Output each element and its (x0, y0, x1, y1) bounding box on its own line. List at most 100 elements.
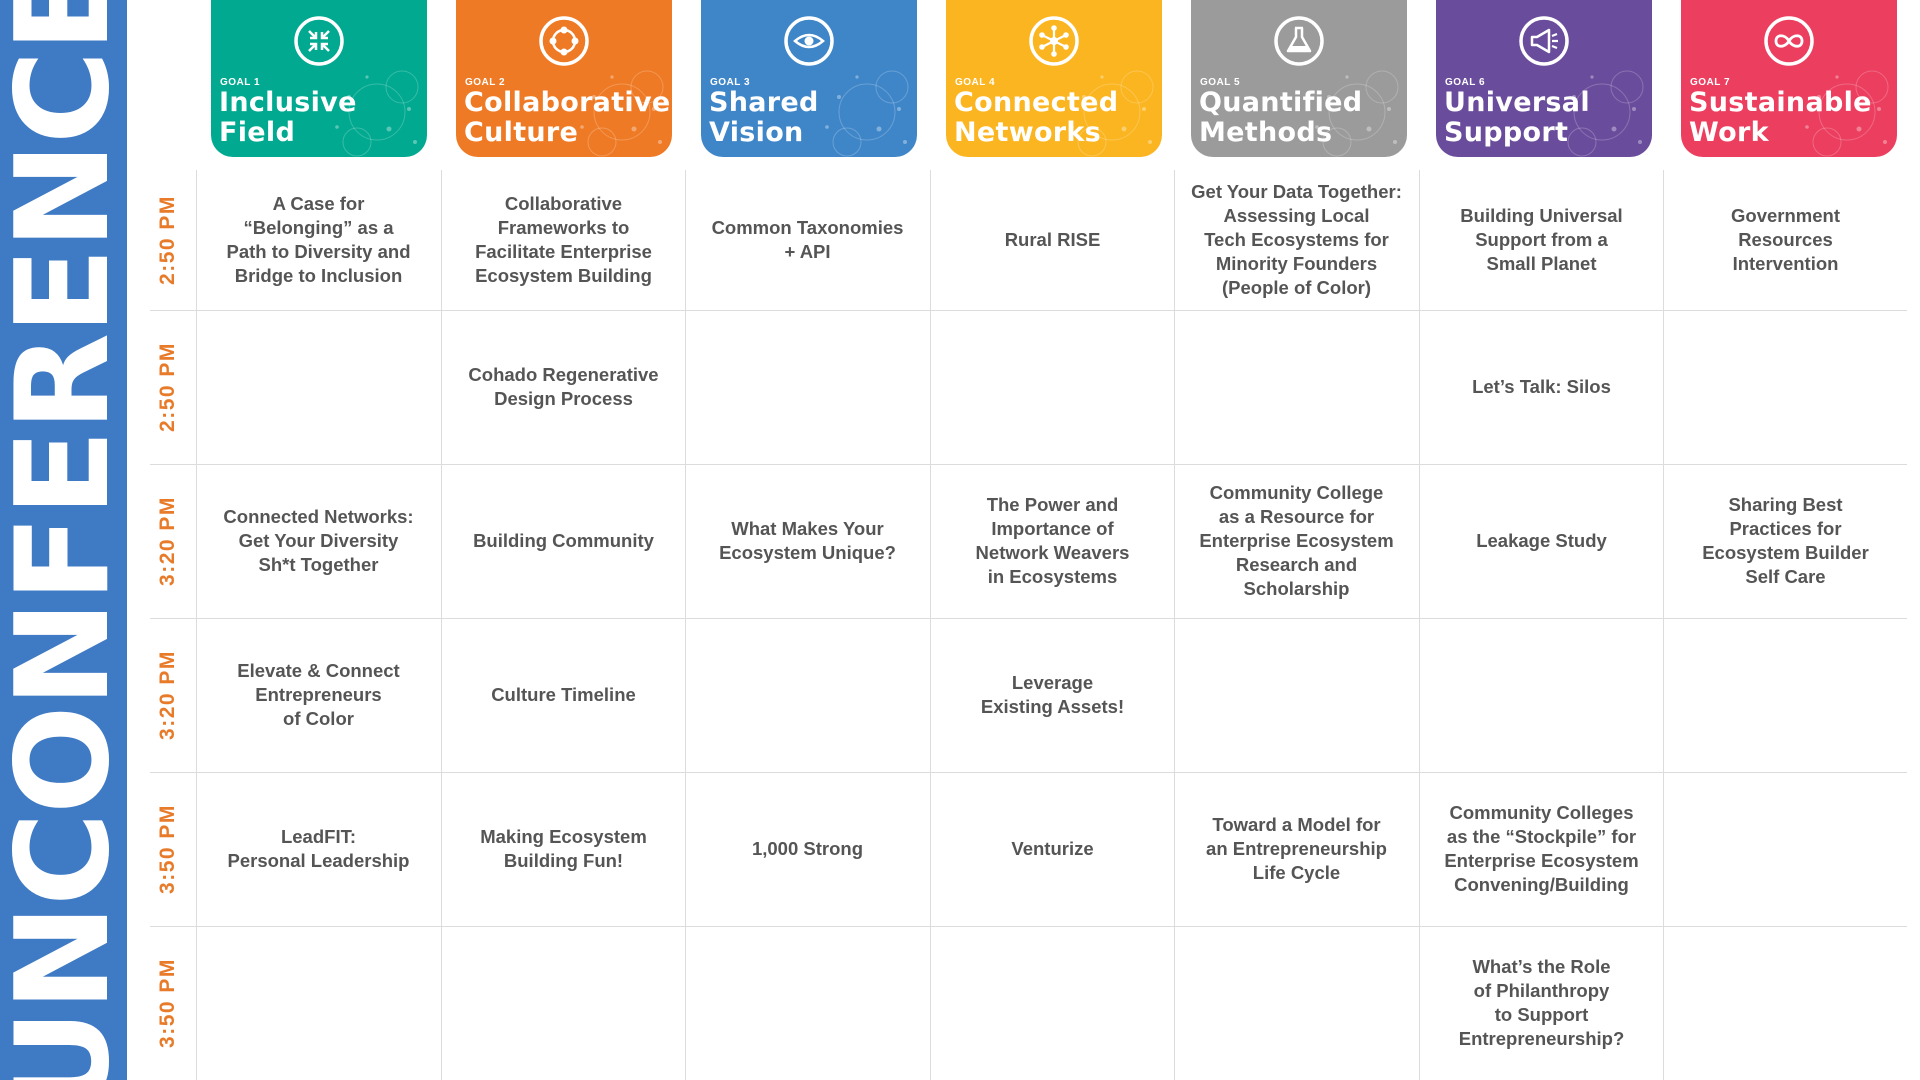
arrows-inward-icon (294, 16, 344, 66)
session-cell: Cohado Regenerative Design Process (468, 364, 659, 409)
card-decor-dots (335, 70, 419, 157)
session-cell (441, 926, 686, 1080)
session-cell: Toward a Model for an Entrepreneurship L… (1206, 814, 1387, 883)
goal-number: GOAL 2 (465, 77, 506, 88)
session-cell (930, 926, 1175, 1080)
session-cell: LeadFIT: Personal Leadership (227, 826, 410, 871)
goal-title: Universal Support (1444, 87, 1590, 148)
session-cell: Community College as a Resource for Ente… (1199, 482, 1394, 599)
session-cell (196, 926, 441, 1080)
card-decor-dots (580, 70, 664, 157)
session-cell: Let’s Talk: Silos (1472, 376, 1611, 397)
grid-divider-h (150, 310, 1907, 311)
goal-number: GOAL 6 (1445, 77, 1486, 88)
grid-divider-v (1419, 170, 1420, 1080)
session-cell: Building Universal Support from a Small … (1460, 205, 1623, 274)
time-slot-label: 3:20 PM (150, 464, 186, 618)
card-decor-dots (825, 70, 909, 157)
goal-title: Inclusive Field (219, 87, 357, 148)
session-cell: Making Ecosystem Building Fun! (480, 826, 647, 871)
session-cell (1663, 310, 1908, 464)
session-cell (1174, 926, 1419, 1080)
grid-divider-v (1663, 170, 1664, 1080)
session-cell: The Power and Importance of Network Weav… (975, 494, 1130, 587)
session-cell (1419, 618, 1664, 772)
session-cell: What Makes Your Ecosystem Unique? (719, 518, 896, 563)
goal-card-1: GOAL 1 Inclusive Field (211, 0, 427, 157)
goal-card-2: GOAL 2 Collaborative Culture (456, 0, 672, 157)
session-cell (930, 310, 1175, 464)
session-cell: 1,000 Strong (751, 838, 864, 859)
card-decor-dots (1560, 70, 1644, 157)
goal-card-7: GOAL 7 Sustainable Work (1681, 0, 1897, 157)
session-cell: Collaborative Frameworks to Facilitate E… (475, 193, 652, 286)
session-cell: Sharing Best Practices for Ecosystem Bui… (1702, 494, 1869, 587)
goal-card-5: GOAL 5 Quantified Methods (1191, 0, 1407, 157)
session-cell (1663, 772, 1908, 926)
infinity-icon (1764, 16, 1814, 66)
session-cell: Connected Networks: Get Your Diversity S… (223, 506, 414, 575)
grid-divider-h (150, 926, 1907, 927)
session-cell: What’s the Role of Philanthropy to Suppo… (1458, 956, 1625, 1049)
session-cell (685, 926, 930, 1080)
unconference-title: UNCONFERENCE (0, 0, 127, 1080)
card-decor-dots (1805, 70, 1889, 157)
session-cell: Leakage Study (1476, 530, 1607, 551)
goal-title: Collaborative Culture (464, 87, 671, 148)
grid-divider-v (196, 170, 197, 1080)
session-cell: Community Colleges as the “Stockpile” fo… (1444, 802, 1639, 895)
time-slot-text: 3:20 PM (156, 496, 179, 586)
goal-card-3: GOAL 3 Shared Vision (701, 0, 917, 157)
session-cell (196, 310, 441, 464)
goal-number: GOAL 7 (1690, 77, 1731, 88)
circle-nodes-icon (539, 16, 589, 66)
time-slot-label: 3:50 PM (150, 772, 186, 926)
time-slot-label: 2:50 PM (150, 170, 186, 310)
sidebar-banner: UNCONFERENCE (0, 0, 127, 1080)
time-slot-text: 2:50 PM (156, 195, 179, 285)
goal-number: GOAL 3 (710, 77, 751, 88)
session-cell (685, 618, 930, 772)
eye-icon (784, 16, 834, 66)
grid-divider-h (150, 464, 1907, 465)
session-cell (1663, 926, 1908, 1080)
session-cell: Common Taxonomies + API (711, 217, 904, 262)
session-cell (1174, 618, 1419, 772)
time-slot-text: 3:50 PM (156, 804, 179, 894)
session-cell (1663, 618, 1908, 772)
session-cell: A Case for “Belonging” as a Path to Dive… (226, 193, 411, 286)
time-slot-text: 3:50 PM (156, 958, 179, 1048)
session-cell: Culture Timeline (491, 684, 636, 705)
session-cell: Building Community (473, 530, 654, 551)
flask-icon (1274, 16, 1324, 66)
session-cell: Rural RISE (1004, 229, 1101, 250)
session-cell (1174, 310, 1419, 464)
network-icon (1029, 16, 1079, 66)
time-slot-label: 3:50 PM (150, 926, 186, 1080)
goal-number: GOAL 4 (955, 77, 996, 88)
goal-title: Shared Vision (709, 87, 819, 148)
grid-divider-v (930, 170, 931, 1080)
megaphone-icon (1519, 16, 1569, 66)
session-cell: Venturize (1011, 838, 1094, 859)
session-cell: Get Your Data Together: Assessing Local … (1191, 181, 1402, 298)
grid-divider-v (441, 170, 442, 1080)
goal-number: GOAL 5 (1200, 77, 1241, 88)
goal-card-6: GOAL 6 Universal Support (1436, 0, 1652, 157)
session-cell: Leverage Existing Assets! (980, 672, 1125, 717)
session-cell: Government Resources Intervention (1731, 205, 1840, 274)
card-decor-dots (1315, 70, 1399, 157)
goal-card-4: GOAL 4 Connected Networks (946, 0, 1162, 157)
time-slot-label: 3:20 PM (150, 618, 186, 772)
goal-title: Sustainable Work (1689, 87, 1872, 148)
grid-divider-h (150, 618, 1907, 619)
time-slot-label: 2:50 PM (150, 310, 186, 464)
grid-divider-v (1174, 170, 1175, 1080)
session-cell (685, 310, 930, 464)
session-cell: Elevate & Connect Entrepreneurs of Color (237, 660, 400, 729)
time-slot-text: 3:20 PM (156, 650, 179, 740)
goal-title: Quantified Methods (1199, 87, 1363, 148)
grid-divider-v (685, 170, 686, 1080)
grid-divider-h (150, 772, 1907, 773)
time-slot-text: 2:50 PM (156, 342, 179, 432)
